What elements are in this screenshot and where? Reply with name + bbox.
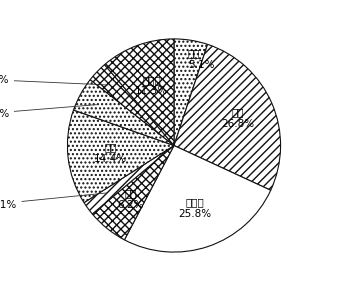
- Text: 玄関
5.1%: 玄関 5.1%: [188, 48, 214, 70]
- Text: 居室 5.2%: 居室 5.2%: [0, 105, 96, 118]
- Text: トイレ
25.8%: トイレ 25.8%: [179, 197, 212, 219]
- Wedge shape: [84, 146, 174, 214]
- Wedge shape: [73, 80, 174, 146]
- Wedge shape: [68, 110, 174, 203]
- Wedge shape: [92, 146, 174, 240]
- Wedge shape: [90, 65, 174, 146]
- Wedge shape: [104, 39, 174, 146]
- Text: 廊下 2.1%: 廊下 2.1%: [0, 193, 107, 209]
- Wedge shape: [125, 146, 271, 252]
- Text: 風呂
26.8%: 風呂 26.8%: [221, 107, 254, 129]
- Text: 階段
14.4%: 階段 14.4%: [94, 142, 127, 164]
- Text: 台所
6.2%: 台所 6.2%: [117, 189, 144, 210]
- Wedge shape: [174, 44, 280, 190]
- Text: 無回答
11.3%: 無回答 11.3%: [135, 75, 168, 96]
- Text: その他 3.1%: その他 3.1%: [0, 74, 108, 85]
- Wedge shape: [174, 39, 207, 146]
